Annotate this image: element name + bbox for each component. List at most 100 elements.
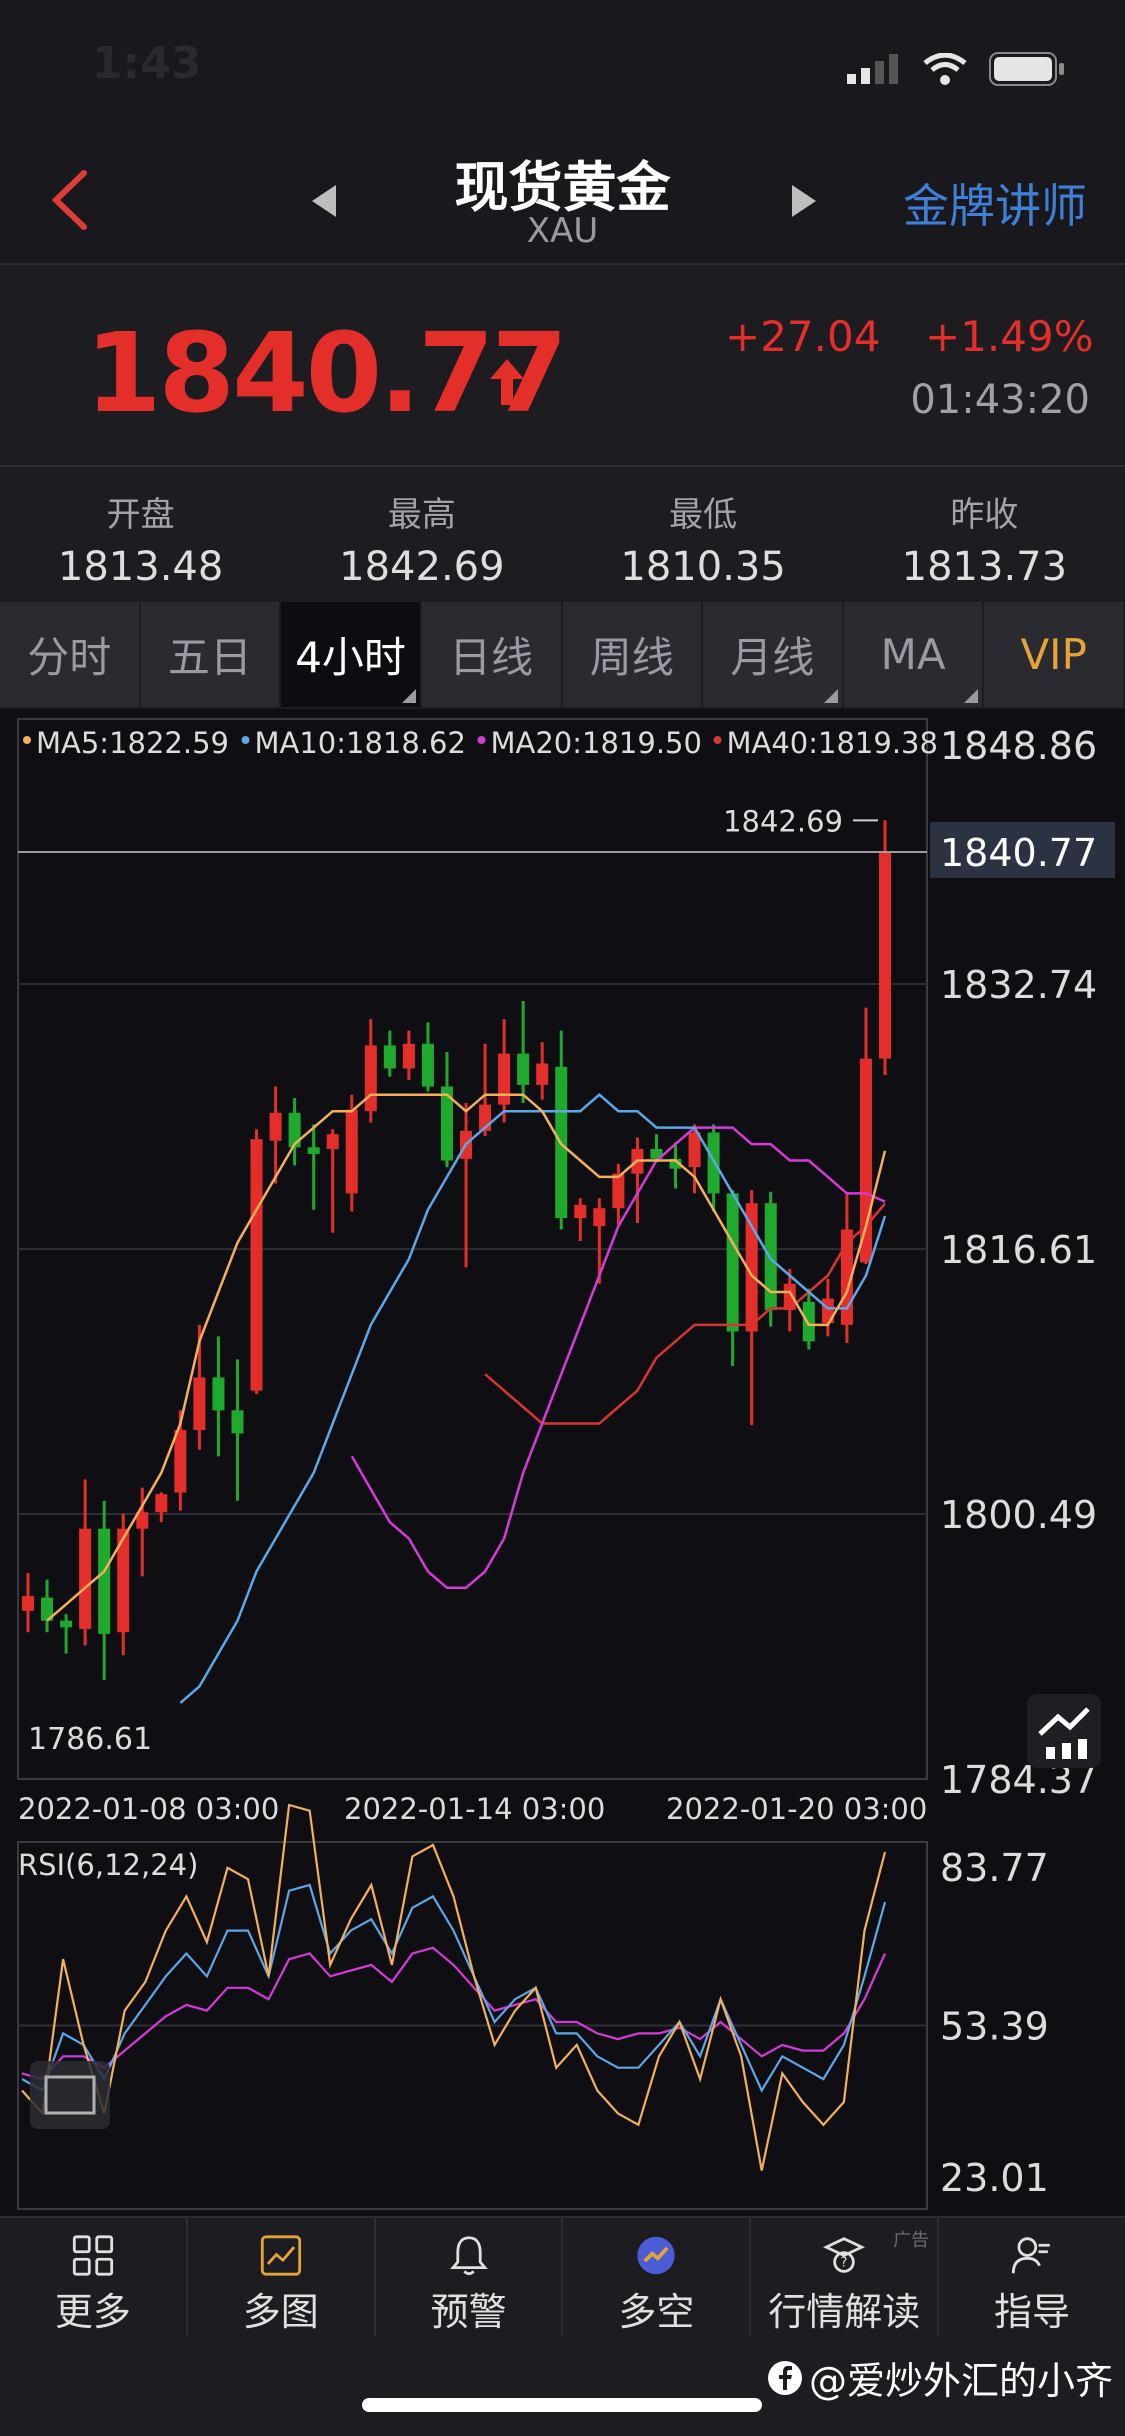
tab-monthly[interactable]: 月线 <box>703 602 844 707</box>
candle-body <box>612 1173 625 1209</box>
watermark: @爱炒外汇的小齐 <box>767 2350 1113 2405</box>
y-tick-label: 1800.49 <box>940 1493 1097 1537</box>
candle-body <box>136 1512 149 1529</box>
stat-prev-close: 昨收 1813.73 <box>844 469 1125 599</box>
tab-label: 4小时 <box>295 633 406 682</box>
toolbar-label: 指导 <box>994 2290 1071 2334</box>
high-price-label: 1842.69 <box>723 804 843 838</box>
up-arrow-icon <box>490 359 524 405</box>
next-symbol-button[interactable] <box>792 185 816 217</box>
toolbar-label: 多空 <box>618 2290 695 2334</box>
toolbar-analysis[interactable]: 广告 ? 行情解读 <box>751 2218 940 2336</box>
stat-value: 1842.69 <box>339 544 505 590</box>
toolbar-label: 更多 <box>54 2290 131 2334</box>
expert-link[interactable]: 金牌讲师 <box>903 179 1087 233</box>
candle-body <box>41 1597 54 1621</box>
y-tick-label: 1816.61 <box>940 1228 1097 1272</box>
back-button[interactable] <box>40 165 100 235</box>
status-bar: 1:43 <box>0 0 1125 135</box>
candle-body <box>498 1053 511 1105</box>
tab-intraday[interactable]: 分时 <box>0 602 141 707</box>
toolbar-guide[interactable]: 指导 <box>939 2218 1125 2336</box>
candle-body <box>193 1377 206 1431</box>
price-change-percent: +1.49% <box>925 312 1094 361</box>
kline-chart[interactable]: 1848.861832.741816.611800.491784.37MA5:1… <box>0 709 1125 2216</box>
stat-value: 1813.48 <box>57 544 224 590</box>
wifi-icon <box>923 53 967 85</box>
candle-body <box>383 1045 396 1069</box>
candle-body <box>879 851 891 1059</box>
indicator-tool-glyph <box>44 2075 96 2115</box>
candle-body <box>726 1193 739 1332</box>
toolbar-alert[interactable]: 预警 <box>376 2218 564 2336</box>
prev-symbol-button[interactable] <box>312 185 336 217</box>
legend-dot <box>713 736 722 744</box>
toolbar-bull-bear[interactable]: 多空 <box>563 2218 752 2336</box>
stat-value: 1813.73 <box>901 544 1068 590</box>
candle-body <box>60 1620 73 1628</box>
grid-icon <box>72 2235 114 2276</box>
candle-body <box>859 1058 872 1263</box>
toolbar-multi-chart[interactable]: 多图 <box>188 2218 376 2336</box>
candle-body <box>174 1430 187 1493</box>
rsi12-line <box>21 1883 887 2093</box>
low-price-label: 1786.61 <box>28 1722 152 1757</box>
candle-body <box>231 1410 244 1434</box>
chart-tool-icon <box>1027 1694 1101 1768</box>
x-axis-label: 2022-01-08 03:00 <box>18 1792 279 1826</box>
ma10-line <box>179 1093 887 1704</box>
bottom-toolbar: 更多 多图 预警 多空 广告 ? 行情解读 <box>0 2216 1125 2336</box>
legend-entry: MA40:1819.38 <box>727 726 938 760</box>
tab-4h[interactable]: 4小时 <box>281 602 422 707</box>
x-axis-label: 2022-01-20 03:00 <box>666 1792 927 1826</box>
tab-weekly[interactable]: 周线 <box>563 602 704 707</box>
indicator-tool-icon <box>30 2061 110 2129</box>
status-time: 1:43 <box>92 38 202 89</box>
chart-area[interactable]: 1848.86 1832.74 1816.61 1800.49 1784.37 MA5:1… <box>0 709 1125 2216</box>
toolbar-label: 预警 <box>430 2290 507 2334</box>
candle-body <box>764 1203 777 1311</box>
price-change: +27.04 <box>725 312 881 361</box>
candle-body <box>421 1043 434 1087</box>
candle-body <box>402 1043 415 1069</box>
dropdown-corner-icon <box>823 689 838 703</box>
watermark-text: @爱炒外汇的小齐 <box>808 2359 1113 2403</box>
x-axis-label: 2022-01-14 03:00 <box>344 1792 605 1826</box>
tab-five-day[interactable]: 五日 <box>141 602 282 707</box>
candle-body <box>802 1301 815 1342</box>
candle-body <box>745 1203 758 1332</box>
home-area: @爱炒外汇的小齐 <box>0 2336 1125 2436</box>
candle-body <box>117 1528 130 1633</box>
stat-open: 开盘 1813.48 <box>0 469 281 599</box>
candle-body <box>326 1134 339 1149</box>
candle-body <box>22 1596 34 1611</box>
rsi-tick-label: 83.77 <box>940 1846 1049 1890</box>
y-tick-label: 1848.86 <box>940 724 1097 768</box>
current-price-label: 1840.77 <box>940 831 1097 875</box>
candle-body <box>307 1147 320 1154</box>
logo-icon <box>767 2360 802 2395</box>
tab-vip[interactable]: VIP <box>984 602 1125 707</box>
candle-body <box>98 1528 111 1634</box>
home-indicator[interactable] <box>362 2398 762 2412</box>
guide-icon <box>1011 2237 1050 2274</box>
ma20-line <box>350 1126 886 1590</box>
svg-text:?: ? <box>841 2256 848 2271</box>
current-price-tag <box>930 821 1115 878</box>
toolbar-more[interactable]: 更多 <box>0 2218 188 2336</box>
bull-bear-icon <box>637 2236 676 2275</box>
candle-body <box>212 1377 225 1411</box>
analysis-icon: ? <box>823 2237 866 2273</box>
candle-body <box>536 1063 549 1085</box>
tab-ma[interactable]: MA <box>844 602 985 707</box>
stat-label: 最高 <box>387 495 456 535</box>
stat-label: 最低 <box>669 495 738 535</box>
rsi-tick-label: 53.39 <box>940 2005 1049 2049</box>
stat-label: 昨收 <box>950 495 1019 535</box>
candle-body <box>79 1528 92 1629</box>
tab-daily[interactable]: 日线 <box>422 602 563 707</box>
candle-body <box>593 1208 606 1227</box>
rsi6-line <box>21 1803 887 2171</box>
candle-body <box>688 1132 701 1168</box>
candle-body <box>669 1158 682 1169</box>
